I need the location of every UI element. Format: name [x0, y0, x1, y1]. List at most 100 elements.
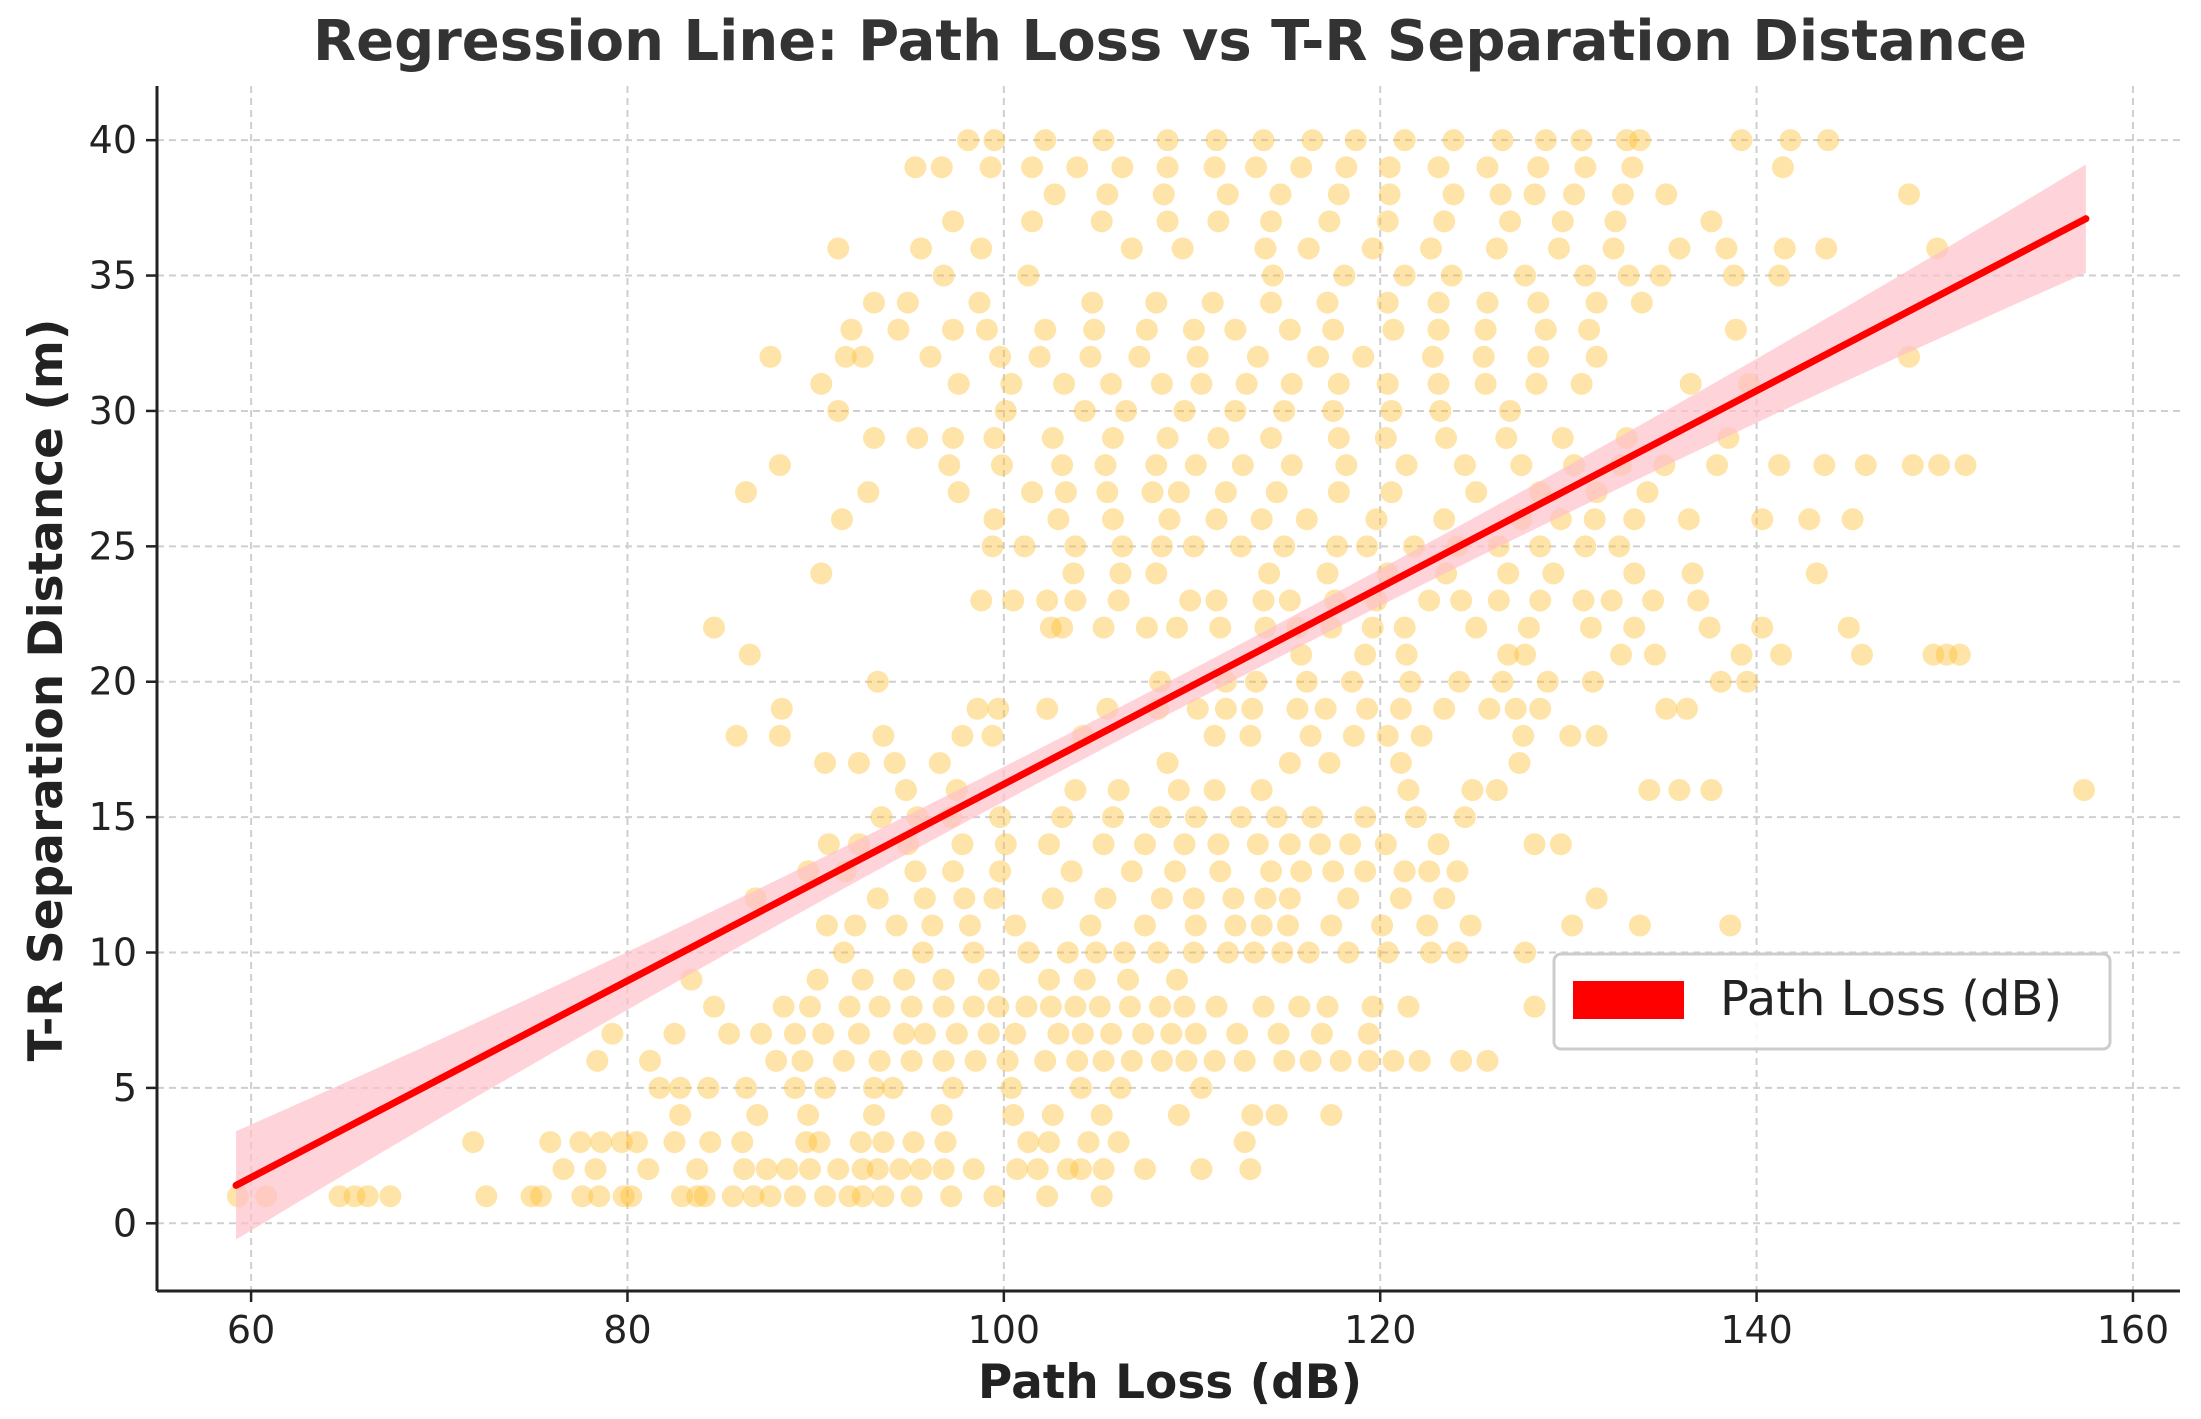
scatter-point: [1245, 156, 1268, 179]
scatter-point: [1233, 1049, 1256, 1072]
scatter-point: [1489, 183, 1512, 206]
x-tick-label: 80: [603, 1308, 651, 1352]
scatter-point: [1340, 670, 1363, 693]
scatter-point: [1850, 643, 1873, 666]
scatter-point: [1173, 995, 1196, 1018]
scatter-point: [1649, 264, 1672, 287]
scatter-point: [1365, 508, 1388, 531]
scatter-point: [1101, 427, 1124, 450]
scatter-point: [669, 1103, 692, 1126]
scatter-point: [356, 1185, 379, 1208]
scatter-point: [1901, 454, 1924, 477]
scatter-point: [1222, 887, 1245, 910]
scatter-point: [1523, 183, 1546, 206]
scatter-point: [900, 1185, 923, 1208]
scatter-point: [987, 995, 1010, 1018]
scatter-point: [1529, 535, 1552, 558]
scatter-point: [827, 399, 850, 422]
scatter-point: [1207, 833, 1230, 856]
scatter-point: [1623, 616, 1646, 639]
scatter-point: [1118, 995, 1141, 1018]
scatter-point: [1038, 833, 1061, 856]
legend: Path Loss (dB): [1552, 952, 2112, 1051]
scatter-point: [1534, 318, 1557, 341]
scatter-point: [1514, 264, 1537, 287]
scatter-point: [1101, 508, 1124, 531]
scatter-point: [1495, 427, 1518, 450]
scatter-point: [1382, 318, 1405, 341]
scatter-point: [1096, 481, 1119, 504]
scatter-point: [1376, 291, 1399, 314]
scatter-point: [1440, 264, 1463, 287]
scatter-point: [1333, 264, 1356, 287]
scatter-point: [1286, 697, 1309, 720]
scatter-point: [379, 1185, 402, 1208]
scatter-point: [1017, 264, 1040, 287]
scatter-point: [1527, 156, 1550, 179]
scatter-point: [1150, 1049, 1173, 1072]
scatter-point: [1536, 670, 1559, 693]
scatter-point: [1060, 860, 1083, 883]
scatter-point: [887, 318, 910, 341]
scatter-point: [1397, 779, 1420, 802]
scatter-point: [475, 1185, 498, 1208]
scatter-point: [1085, 941, 1108, 964]
scatter-point: [1572, 589, 1595, 612]
scatter-point: [1107, 779, 1130, 802]
x-tick-label: 140: [1720, 1308, 1793, 1352]
scatter-point: [1448, 670, 1471, 693]
scatter-point: [1393, 129, 1416, 152]
scatter-point: [1073, 968, 1096, 991]
scatter-point: [951, 833, 974, 856]
scatter-point: [913, 1022, 936, 1045]
scatter-point: [919, 345, 942, 368]
scatter-point: [1214, 697, 1237, 720]
scatter-point: [994, 399, 1017, 422]
scatter-point: [1260, 291, 1283, 314]
scatter-point: [1267, 1022, 1290, 1045]
scatter-point: [862, 291, 885, 314]
scatter-point: [945, 1022, 968, 1045]
scatter-point: [1226, 1022, 1249, 1045]
scatter-point: [1487, 589, 1510, 612]
scatter-point: [1322, 318, 1345, 341]
scatter-point: [1252, 995, 1275, 1018]
scatter-point: [1156, 129, 1179, 152]
scatter-point: [1337, 887, 1360, 910]
scatter-point: [1182, 318, 1205, 341]
scatter-point: [1246, 833, 1269, 856]
scatter-point: [1583, 508, 1606, 531]
scatter-point: [1205, 508, 1228, 531]
scatter-point: [1150, 372, 1173, 395]
scatter-point: [721, 1185, 744, 1208]
scatter-point: [1408, 1049, 1431, 1072]
scatter-point: [1053, 372, 1076, 395]
scatter-point: [703, 616, 726, 639]
scatter-point: [686, 1158, 709, 1181]
scatter-point: [1435, 427, 1458, 450]
scatter-point: [1064, 535, 1087, 558]
scatter-point: [840, 318, 863, 341]
scatter-point: [799, 995, 822, 1018]
scatter-point: [900, 995, 923, 1018]
scatter-point: [1722, 264, 1745, 287]
scatter-point: [1120, 1049, 1143, 1072]
scatter-point: [1201, 291, 1224, 314]
scatter-point: [1668, 237, 1691, 260]
y-tick-label: 40: [89, 118, 137, 162]
scatter-point: [885, 914, 908, 937]
scatter-point: [893, 968, 916, 991]
scatter-point: [1427, 318, 1450, 341]
scatter-point: [1295, 670, 1318, 693]
scatter-point: [1453, 454, 1476, 477]
scatter-point: [866, 887, 889, 910]
scatter-point: [817, 833, 840, 856]
scatter-point: [1299, 1049, 1322, 1072]
scatter-point: [1948, 643, 1971, 666]
scatter-point: [870, 806, 893, 829]
scatter-point: [765, 1049, 788, 1072]
scatter-point: [838, 1185, 861, 1208]
scatter-point: [1421, 345, 1444, 368]
scatter-point: [1288, 995, 1311, 1018]
scatter-point: [1090, 210, 1113, 233]
